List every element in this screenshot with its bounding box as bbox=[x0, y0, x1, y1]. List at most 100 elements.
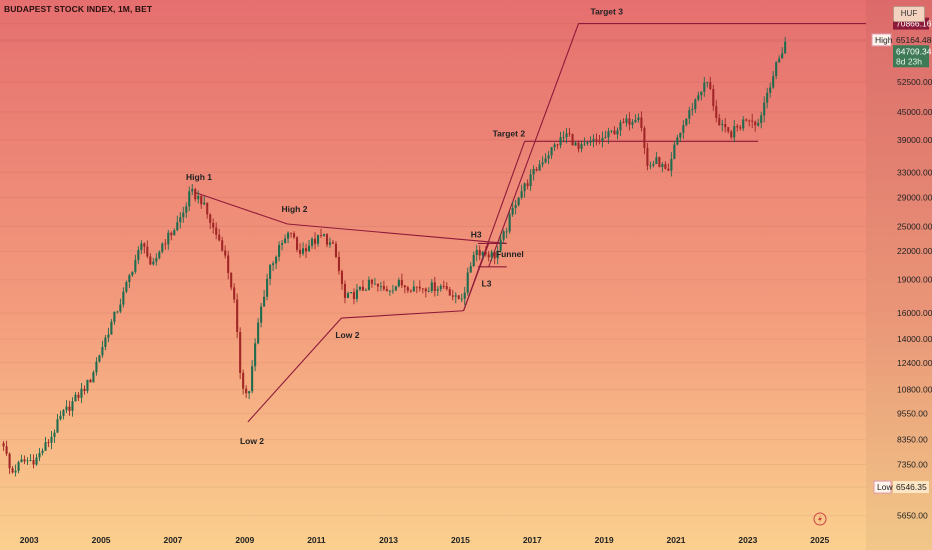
candle bbox=[532, 165, 535, 181]
candle-body bbox=[20, 459, 23, 463]
candle-body bbox=[577, 142, 580, 149]
candle bbox=[334, 241, 338, 259]
candle-body bbox=[173, 230, 176, 236]
candle-body bbox=[604, 137, 607, 139]
price-axis-panel[interactable] bbox=[866, 0, 932, 550]
annotation-label: Low 2 bbox=[240, 436, 264, 446]
time-axis: 2003 2005 2007 2009 2011 2013 2015 2017 2019 2021… bbox=[20, 535, 830, 545]
candle-body bbox=[721, 124, 724, 126]
candle-body bbox=[505, 231, 508, 233]
candle bbox=[649, 161, 652, 170]
candle-body bbox=[44, 442, 47, 451]
candle-body bbox=[290, 232, 293, 234]
candle-body bbox=[559, 137, 562, 146]
candle-body bbox=[227, 255, 230, 273]
price-tick: 25000.00 bbox=[897, 221, 932, 231]
candle bbox=[496, 245, 499, 265]
candle bbox=[724, 117, 727, 133]
candle-body bbox=[532, 169, 535, 175]
candle-body bbox=[478, 250, 481, 256]
candle bbox=[508, 211, 511, 234]
trendline bbox=[463, 141, 526, 311]
candle-body bbox=[307, 245, 311, 252]
candle bbox=[113, 311, 116, 325]
candle bbox=[655, 151, 658, 165]
candle-body bbox=[287, 232, 290, 239]
candle-body bbox=[403, 285, 406, 288]
candle bbox=[718, 113, 721, 126]
candle-body bbox=[418, 286, 421, 289]
candle-body bbox=[451, 295, 454, 297]
candle-body bbox=[35, 457, 38, 465]
candle-body bbox=[296, 237, 299, 250]
candle-body bbox=[472, 254, 475, 267]
candle bbox=[589, 136, 592, 146]
candle-body bbox=[361, 286, 364, 291]
candle bbox=[212, 218, 215, 234]
candle bbox=[331, 240, 335, 244]
candle bbox=[571, 133, 574, 146]
candle-body bbox=[167, 232, 170, 245]
candle bbox=[448, 286, 451, 296]
candle bbox=[388, 289, 391, 296]
candle bbox=[511, 201, 514, 217]
candle-body bbox=[209, 214, 212, 223]
candle-body bbox=[439, 285, 442, 290]
candle bbox=[478, 245, 481, 261]
candle-body bbox=[215, 227, 218, 235]
candle-body bbox=[95, 361, 98, 373]
candle-body bbox=[310, 238, 314, 246]
candle-body bbox=[727, 127, 730, 132]
candle-body bbox=[514, 205, 517, 208]
candle-body bbox=[751, 120, 754, 122]
candle bbox=[191, 184, 194, 196]
candle-body bbox=[601, 137, 604, 142]
candle bbox=[215, 222, 218, 240]
candle-body bbox=[80, 388, 83, 398]
candle-body bbox=[766, 92, 769, 103]
candle bbox=[116, 310, 119, 314]
currency-button[interactable]: HUF bbox=[893, 6, 925, 22]
chart-title: BUDAPEST STOCK INDEX, 1M, BET bbox=[4, 4, 153, 14]
candle-body bbox=[101, 346, 104, 356]
candle bbox=[472, 251, 475, 267]
candle-body bbox=[191, 189, 194, 192]
candle bbox=[370, 278, 373, 288]
candle-body bbox=[86, 379, 89, 391]
candle-body bbox=[436, 289, 439, 291]
candle bbox=[236, 293, 239, 339]
candle-body bbox=[631, 122, 634, 125]
candle bbox=[550, 146, 553, 159]
price-tick: 52500.00 bbox=[897, 77, 932, 87]
candle bbox=[469, 262, 472, 273]
candle-body bbox=[415, 286, 418, 288]
candle bbox=[352, 288, 355, 305]
candle bbox=[400, 273, 403, 288]
candle bbox=[493, 251, 496, 265]
annotation-label: Funnel bbox=[496, 249, 524, 259]
candle-body bbox=[41, 450, 44, 454]
annotation-label: H3 bbox=[471, 229, 482, 239]
candle bbox=[173, 228, 176, 236]
candle bbox=[77, 392, 80, 402]
candle-body bbox=[397, 280, 400, 287]
candle-body bbox=[143, 243, 146, 247]
candle-body bbox=[757, 122, 760, 126]
candle bbox=[463, 286, 466, 306]
candle-body bbox=[622, 122, 625, 124]
candle-body bbox=[188, 191, 191, 207]
candle bbox=[86, 379, 89, 394]
candle bbox=[538, 160, 541, 171]
candle-body bbox=[400, 280, 403, 286]
candle-body bbox=[523, 183, 526, 192]
candle-body bbox=[319, 235, 323, 236]
candle bbox=[418, 280, 421, 292]
candle bbox=[92, 370, 95, 383]
high-tag-label: High bbox=[875, 35, 893, 45]
candle-body bbox=[298, 249, 302, 254]
lightning-icon[interactable] bbox=[813, 512, 827, 526]
candle bbox=[179, 212, 182, 229]
candle-body bbox=[715, 106, 718, 118]
candle-body bbox=[251, 366, 254, 392]
